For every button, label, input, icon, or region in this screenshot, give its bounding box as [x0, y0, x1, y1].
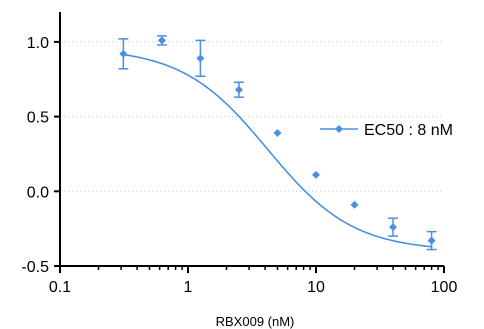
- y-tick-label: -0.5: [21, 259, 49, 276]
- data-point: [119, 49, 128, 58]
- fit-curve-group: [123, 53, 432, 248]
- tick-labels: -0.5 0.0 0.5 1.0 0.1 1 10 100: [21, 35, 457, 296]
- data-point: [312, 170, 320, 179]
- x-tick-label: 0.1: [49, 279, 71, 296]
- grid-lines: [60, 41, 444, 192]
- axes: [54, 12, 445, 273]
- data-point: [196, 54, 205, 63]
- data-point: [273, 129, 282, 138]
- error-bars: [118, 35, 437, 251]
- data-point: [234, 85, 243, 94]
- data-points: [119, 36, 436, 245]
- data-point: [157, 36, 166, 45]
- x-axis-title: RBX009 (nM): [216, 314, 295, 329]
- data-point: [350, 200, 359, 209]
- data-point: [389, 223, 398, 232]
- y-tick-label: 1.0: [27, 35, 49, 52]
- legend-label: EC50 : 8 nM: [364, 122, 453, 139]
- y-tick-label: 0.5: [27, 110, 49, 127]
- x-tick-label: 1: [184, 279, 193, 296]
- legend-marker: [335, 125, 343, 133]
- data-point: [427, 236, 436, 245]
- legend: EC50 : 8 nM: [320, 122, 453, 139]
- x-tick-label: 10: [307, 279, 325, 296]
- fit-curve: [123, 53, 432, 248]
- x-tick-label: 100: [431, 279, 458, 296]
- y-tick-label: 0.0: [27, 184, 49, 201]
